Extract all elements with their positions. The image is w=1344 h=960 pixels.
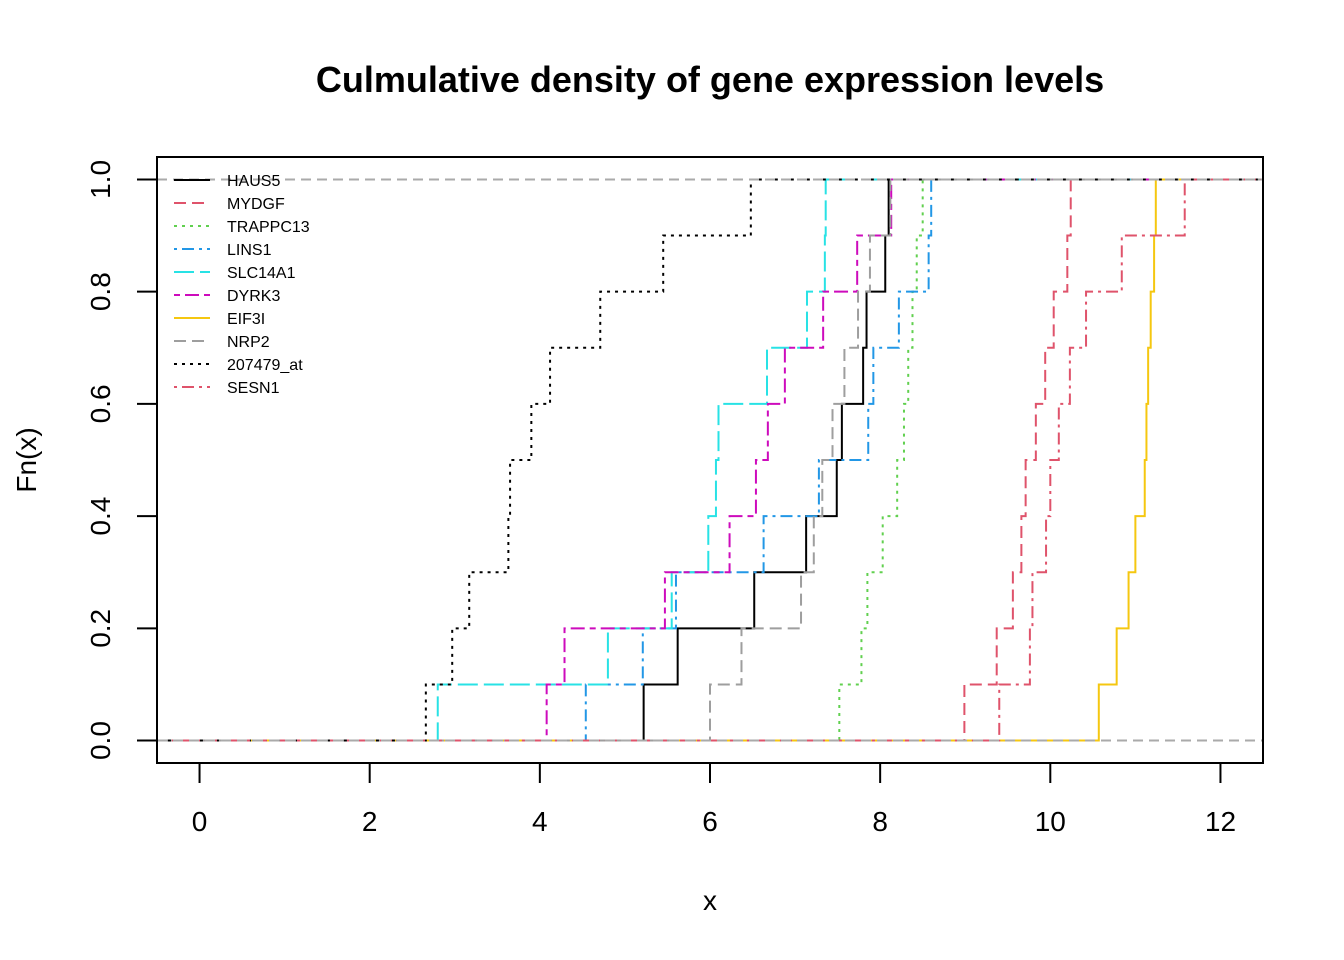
axes: 0 2 4 6 8 10 12 0.0 0.2 0.4 0.6 0.8 1.0 [85,156,1264,837]
x-tick-label: 6 [702,806,718,837]
x-tick-label: 12 [1205,806,1236,837]
y-tick-label: 0.6 [85,384,116,423]
legend-label-SLC14A1: SLC14A1 [227,265,296,282]
legend-label-207479_at: 207479_at [227,357,303,374]
series-line-MYDGF [157,178,1263,742]
legend-label-MYDGF: MYDGF [227,196,285,213]
y-tick-label: 0.2 [85,609,116,648]
y-tick-label: 0.4 [85,497,116,536]
chart-title: Culmulative density of gene expression l… [316,59,1104,100]
legend-label-SESN1: SESN1 [227,380,280,397]
x-tick-label: 10 [1035,806,1066,837]
legend-label-TRAPPC13: TRAPPC13 [227,219,310,236]
x-tick-label: 2 [362,806,378,837]
x-tick-label: 8 [872,806,888,837]
series-line-SESN1 [157,178,1263,742]
x-tick-label: 0 [192,806,208,837]
plot-frame [156,156,1264,764]
series-line-NRP2 [157,178,1263,742]
legend-label-HAUS5: HAUS5 [227,173,280,190]
x-axis-title: x [703,885,717,916]
series-line-LINS1 [157,178,1263,742]
series-line-207479_at [157,178,1263,742]
series-line-HAUS5 [157,178,1263,742]
legend-label-NRP2: NRP2 [227,334,270,351]
legend: HAUS5 MYDGF TRAPPC13 LINS1 SLC14A1 DYRK3 EIF3I… [174,173,310,397]
y-tick-label: 0.0 [85,721,116,760]
series-line-TRAPPC13 [157,178,1263,742]
y-axis-title: Fn(x) [11,427,42,492]
y-tick-label: 0.8 [85,272,116,311]
plot-area [157,178,1263,742]
x-tick-label: 4 [532,806,548,837]
legend-label-DYRK3: DYRK3 [227,288,280,305]
y-tick-label: 1.0 [85,160,116,199]
series-line-SLC14A1 [157,178,1263,742]
series-line-EIF3I [157,178,1263,742]
series-line-DYRK3 [157,178,1263,742]
legend-label-LINS1: LINS1 [227,242,272,259]
legend-label-EIF3I: EIF3I [227,311,265,328]
